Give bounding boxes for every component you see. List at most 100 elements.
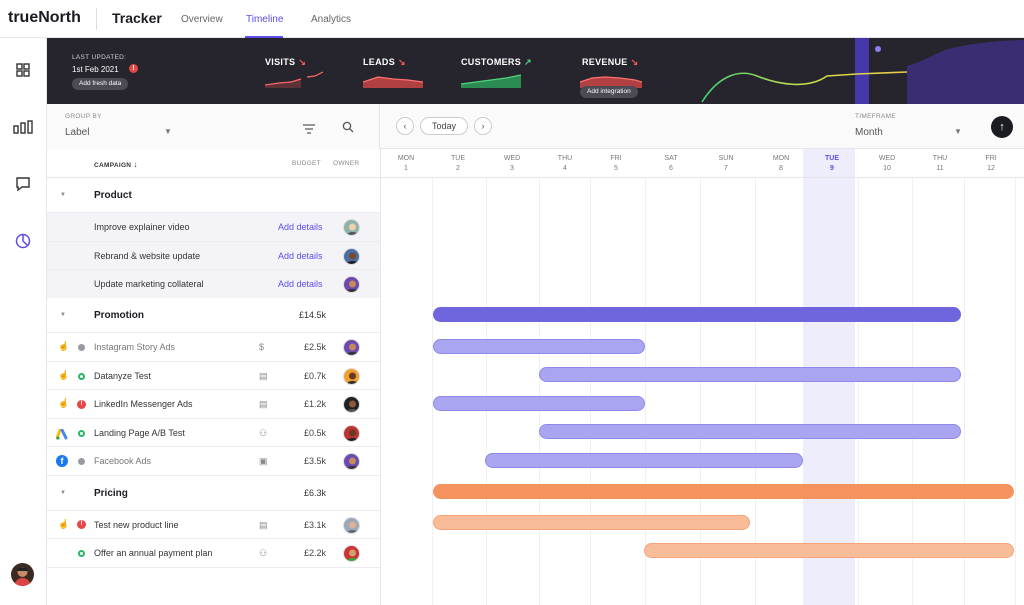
- document-icon: ▤: [259, 370, 268, 381]
- group-row-product[interactable]: ▼ Product: [47, 178, 380, 213]
- timeline-bar-pricing[interactable]: [433, 484, 1014, 499]
- timeline-bar-facebook[interactable]: [485, 453, 803, 468]
- timeline-bar-promotion[interactable]: [433, 307, 961, 322]
- timeline-bar-linkedin[interactable]: [433, 396, 645, 411]
- active-tab-indicator: [245, 36, 283, 38]
- campaign-budget: £1.2k: [303, 399, 326, 409]
- group-budget: £14.5k: [298, 310, 326, 320]
- toolbar: GROUP BY Label ▼ ‹ Today › TIMEFRAME Mon…: [47, 104, 1024, 149]
- briefcase-icon: ▣: [259, 456, 268, 466]
- table-row[interactable]: Landing Page A/B Test ⚇ £0.5k: [47, 418, 380, 447]
- divider: [96, 8, 97, 30]
- timeline-bar-landing-page[interactable]: [539, 424, 961, 439]
- collapse-icon[interactable]: ▼: [60, 192, 66, 198]
- owner-header: OWNER: [333, 160, 360, 167]
- timeline-bar-datanyze[interactable]: [539, 367, 961, 382]
- trend-down-icon: ↘: [630, 57, 639, 67]
- timeline-bar-annual-plan[interactable]: [644, 543, 1014, 558]
- hand-icon: ☝: [58, 518, 70, 529]
- nav-overview[interactable]: Overview: [181, 14, 223, 25]
- table-row[interactable]: ☝ Instagram Story Ads $ £2.5k: [47, 333, 380, 362]
- table-row[interactable]: Rebrand & website update Add details: [47, 241, 380, 270]
- people-icon: ⚇: [259, 427, 268, 438]
- day-header: WED 3: [503, 155, 521, 172]
- collapse-icon[interactable]: ▼: [60, 312, 66, 318]
- avatar: [343, 367, 360, 385]
- table-row[interactable]: Update marketing collateral Add details: [47, 270, 380, 299]
- timeline-bar-product-line[interactable]: [433, 515, 750, 530]
- campaign-header[interactable]: CAMPAIGN ↓: [94, 160, 138, 169]
- filter-icon[interactable]: [303, 121, 315, 139]
- timeline-bar-instagram[interactable]: [433, 339, 645, 354]
- avatar: [343, 276, 360, 293]
- status-dot: [78, 429, 85, 437]
- metric-customers[interactable]: CUSTOMERS ↗: [461, 57, 532, 67]
- day-header: THU 4: [557, 155, 573, 172]
- day-header: THU 11: [932, 155, 948, 172]
- add-integration-button[interactable]: Add integration: [580, 86, 638, 98]
- campaign-budget: £2.5k: [303, 342, 326, 352]
- group-name: Pricing: [94, 487, 128, 499]
- today-button[interactable]: Today: [420, 117, 468, 135]
- trend-up-icon: ↗: [524, 57, 532, 67]
- avatar: [343, 339, 360, 356]
- chevron-down-icon[interactable]: ▼: [954, 127, 962, 136]
- app-title: Tracker: [112, 10, 162, 26]
- scroll-top-button[interactable]: ↑: [991, 116, 1013, 138]
- prev-button[interactable]: ‹: [396, 117, 414, 135]
- search-icon[interactable]: [342, 120, 354, 138]
- table-row[interactable]: Offer an annual payment plan ⚇ £2.2k: [47, 539, 380, 568]
- avatar: [343, 453, 360, 470]
- chevron-down-icon[interactable]: ▼: [164, 127, 172, 136]
- dollar-icon: $: [259, 342, 265, 352]
- group-by-select[interactable]: Label: [65, 127, 90, 138]
- day-header: MON 8: [772, 155, 790, 172]
- timeline-grid: [380, 178, 1024, 605]
- add-details-link[interactable]: Add details: [278, 250, 323, 261]
- timeframe-select[interactable]: Month: [855, 127, 883, 138]
- campaign-budget: £3.1k: [303, 519, 326, 530]
- campaign-name: Update marketing collateral: [94, 279, 204, 289]
- add-details-link[interactable]: Add details: [278, 279, 323, 289]
- status-dot: [78, 458, 85, 465]
- campaign-budget: £0.5k: [303, 427, 326, 438]
- table-row[interactable]: ☝ ! LinkedIn Messenger Ads ▤ £1.2k: [47, 390, 380, 419]
- next-button[interactable]: ›: [474, 117, 492, 135]
- day-header-today: TUE 9: [825, 155, 839, 172]
- grid-icon[interactable]: [12, 59, 34, 81]
- table-row[interactable]: ☝ ! Test new product line ▤ £3.1k: [47, 510, 380, 539]
- campaign-name: Test new product line: [94, 519, 179, 530]
- group-row-pricing[interactable]: ▼ Pricing £6.3k: [47, 475, 380, 511]
- metric-visits[interactable]: VISITS ↘: [265, 57, 307, 67]
- add-details-link[interactable]: Add details: [278, 222, 323, 232]
- nav-analytics[interactable]: Analytics: [311, 14, 352, 25]
- chat-icon[interactable]: [12, 173, 34, 195]
- people-icon: ⚇: [259, 548, 268, 558]
- metric-revenue[interactable]: REVENUE ↘: [582, 57, 639, 67]
- table-row[interactable]: Improve explainer video Add details: [47, 213, 380, 242]
- campaign-name: Instagram Story Ads: [94, 342, 176, 352]
- table-row[interactable]: ☝ Datanyze Test ▤ £0.7k: [47, 361, 380, 390]
- avatar: [343, 545, 360, 562]
- table-row[interactable]: f Facebook Ads ▣ £3.5k: [47, 447, 380, 476]
- add-fresh-data-button[interactable]: Add fresh data: [72, 78, 129, 90]
- campaign-name: Improve explainer video: [94, 222, 190, 232]
- campaign-budget: £3.5k: [303, 456, 326, 466]
- collapse-icon[interactable]: ▼: [60, 489, 66, 496]
- day-header: WED 10: [878, 155, 896, 172]
- budget-header: BUDGET: [292, 160, 321, 167]
- customers-sparkline: [461, 74, 521, 88]
- date-header: MON 1 TUE 2 WED 3 THU 4 FRI 5 SAT 6 SUN 7 MON 8 …: [380, 149, 1024, 178]
- bar-chart-icon[interactable]: [12, 116, 34, 138]
- hand-icon: ☝: [58, 341, 70, 351]
- status-dot: [78, 550, 85, 557]
- user-avatar[interactable]: [11, 563, 34, 586]
- campaign-budget: £0.7k: [303, 370, 326, 381]
- table-header: CAMPAIGN ↓ BUDGET OWNER: [47, 149, 380, 178]
- metric-leads[interactable]: LEADS ↘: [363, 57, 406, 67]
- day-header: TUE 2: [451, 155, 465, 172]
- nav-timeline[interactable]: Timeline: [246, 14, 284, 25]
- pie-chart-icon[interactable]: [12, 230, 34, 252]
- alert-icon: !: [77, 399, 86, 409]
- group-row-promotion[interactable]: ▼ Promotion £14.5k: [47, 298, 380, 333]
